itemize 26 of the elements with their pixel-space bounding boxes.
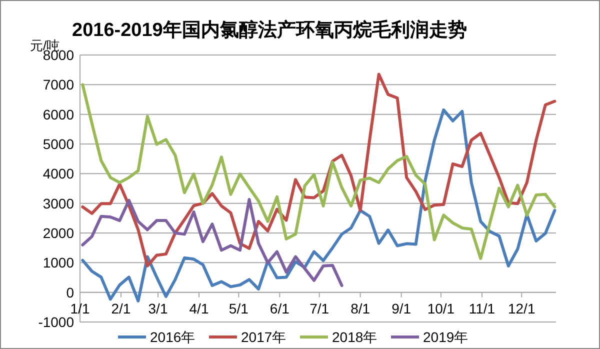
x-tick-label: 11/1: [468, 300, 496, 316]
y-tick-label: 1000: [42, 254, 74, 271]
x-tick-label: 2/1: [111, 300, 131, 316]
legend-label: 2019年: [423, 329, 468, 345]
y-tick-label: 3000: [42, 195, 74, 212]
y-tick-label: 5000: [42, 136, 74, 152]
x-tick-label: 9/1: [392, 300, 412, 316]
y-tick-label: 2000: [42, 225, 74, 241]
y-tick-label: 4000: [42, 166, 74, 182]
y-tick-label: -1000: [38, 314, 74, 330]
x-tick-label: 7/1: [310, 300, 330, 316]
y-tick-label: 0: [66, 284, 74, 300]
legend-label: 2018年: [332, 329, 378, 345]
x-tick-label: 1/1: [70, 300, 90, 316]
legend-label: 2017年: [241, 329, 286, 345]
y-tick-label: 6000: [42, 106, 74, 122]
y-tick-label: 7000: [42, 76, 74, 93]
x-tick-label: 12/1: [508, 300, 536, 316]
x-tick-label: 4/1: [189, 300, 209, 316]
x-tick-label: 6/1: [270, 300, 290, 316]
chart-title: 2016-2019年国内氯醇法产环氧丙烷毛利润走势: [72, 19, 467, 41]
x-tick-label: 5/1: [228, 300, 249, 316]
x-tick-label: 8/1: [350, 300, 370, 316]
legend-label: 2016年: [150, 329, 196, 345]
x-tick-label: 10/1: [427, 300, 455, 316]
x-tick-label: 3/1: [148, 300, 168, 316]
